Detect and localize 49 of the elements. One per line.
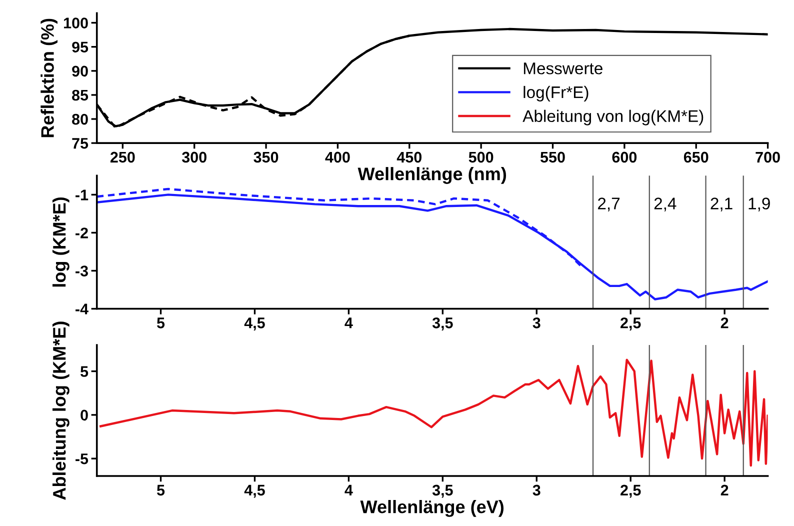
x-tick-label: 4 bbox=[344, 318, 353, 328]
y-tick-label: -2 bbox=[76, 228, 88, 238]
x-tick-label: 300 bbox=[182, 152, 206, 163]
x-tick-label: 2,5 bbox=[620, 318, 641, 331]
y-tick-label: -5 bbox=[76, 454, 88, 464]
x-tick-label: 5 bbox=[156, 484, 165, 496]
x-tick-label: 450 bbox=[396, 152, 422, 163]
y-axis-title: log (KM*E) bbox=[52, 197, 70, 287]
legend-label: Messwerte bbox=[524, 62, 602, 74]
y-tick-label: 90 bbox=[72, 66, 88, 77]
x-tick-label: 700 bbox=[756, 152, 780, 163]
legend-label: log(Fr*E) bbox=[524, 86, 588, 102]
x-tick-label: 4 bbox=[344, 484, 353, 496]
y-tick-label: -4 bbox=[76, 304, 88, 314]
x-tick-label: 250 bbox=[110, 152, 135, 163]
x-tick-label: 350 bbox=[254, 152, 278, 163]
y-tick-label: -1 bbox=[76, 190, 88, 200]
y-tick-label: 100 bbox=[64, 18, 88, 28]
ref-line-label: 2,1 bbox=[710, 198, 732, 212]
x-tick-label: 500 bbox=[468, 152, 494, 163]
x-tick-label: 2 bbox=[720, 318, 728, 328]
x-tick-label: 3 bbox=[532, 484, 540, 496]
legend-label: Ableitung von log(KM*E) bbox=[522, 110, 704, 126]
x-axis-title: Wellenlänge (nm) bbox=[358, 167, 506, 184]
y-axis-title: Ableitung log (KM*E) bbox=[52, 322, 70, 500]
x-tick-label: 2 bbox=[720, 484, 728, 496]
x-tick-label: 400 bbox=[325, 152, 350, 163]
y-tick-label: 75 bbox=[72, 138, 88, 149]
y-tick-label: -3 bbox=[76, 266, 88, 276]
x-tick-label: 650 bbox=[684, 152, 708, 163]
x-axis-title: Wellenlänge (eV) bbox=[360, 500, 504, 517]
y-axis-title: Reflektion (%) bbox=[40, 18, 58, 138]
ref-line-label: 1,9 bbox=[748, 198, 770, 212]
x-tick-label: 4,5 bbox=[244, 318, 265, 331]
x-tick-label: 600 bbox=[612, 152, 637, 163]
y-tick-label: 85 bbox=[72, 90, 88, 101]
x-tick-label: 550 bbox=[540, 152, 565, 163]
y-tick-label: 5 bbox=[80, 366, 88, 377]
ref-line-label: 2,4 bbox=[654, 198, 676, 212]
x-tick-label: 4,5 bbox=[244, 484, 265, 498]
x-tick-label: 3 bbox=[532, 318, 540, 328]
x-tick-label: 5 bbox=[156, 318, 165, 328]
y-tick-label: 0 bbox=[80, 410, 88, 421]
y-tick-label: 80 bbox=[72, 114, 88, 125]
x-tick-label: 3,5 bbox=[432, 318, 453, 331]
x-tick-label: 2,5 bbox=[620, 484, 641, 498]
y-tick-label: 95 bbox=[72, 42, 88, 53]
x-tick-label: 3,5 bbox=[432, 484, 453, 498]
ref-line-label: 2,7 bbox=[598, 198, 620, 212]
